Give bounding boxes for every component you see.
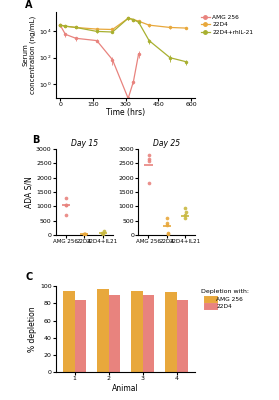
Point bbox=[82, 230, 86, 237]
Point bbox=[166, 231, 170, 237]
Point bbox=[64, 202, 69, 208]
Point bbox=[83, 231, 88, 238]
Text: A: A bbox=[25, 0, 33, 10]
Point bbox=[184, 209, 188, 215]
Point bbox=[100, 230, 105, 236]
Bar bbox=[109, 295, 120, 372]
Point bbox=[146, 152, 151, 158]
Point bbox=[82, 231, 86, 237]
Point bbox=[101, 231, 106, 237]
Point bbox=[64, 202, 68, 208]
Point bbox=[183, 212, 187, 219]
Point bbox=[183, 204, 187, 211]
Bar bbox=[63, 290, 74, 372]
Point bbox=[165, 219, 169, 226]
Bar bbox=[177, 300, 188, 372]
Bar bbox=[74, 300, 86, 372]
Point bbox=[166, 229, 170, 236]
Point bbox=[82, 231, 87, 237]
Bar bbox=[143, 295, 154, 372]
X-axis label: Time (hrs): Time (hrs) bbox=[106, 108, 145, 117]
Point bbox=[183, 214, 187, 221]
Bar bbox=[131, 290, 143, 372]
Bar bbox=[165, 292, 177, 372]
Legend: AMG 256, 22D4: AMG 256, 22D4 bbox=[201, 289, 249, 309]
Point bbox=[102, 228, 106, 235]
Point bbox=[164, 222, 169, 228]
Point bbox=[146, 180, 151, 187]
Point bbox=[64, 194, 68, 201]
Text: C: C bbox=[25, 272, 32, 282]
Legend: AMG 256, 22D4, 22D4+rhIL-21: AMG 256, 22D4, 22D4+rhIL-21 bbox=[201, 15, 253, 35]
Point bbox=[64, 212, 68, 218]
Y-axis label: Serum
concentration (ng/mL): Serum concentration (ng/mL) bbox=[23, 16, 36, 94]
Point bbox=[147, 156, 151, 162]
X-axis label: Animal: Animal bbox=[112, 384, 139, 393]
Title: Day 25: Day 25 bbox=[153, 139, 181, 148]
Point bbox=[146, 157, 151, 164]
Title: Day 15: Day 15 bbox=[71, 139, 98, 148]
Y-axis label: % depletion: % depletion bbox=[28, 306, 37, 352]
Text: B: B bbox=[32, 135, 39, 145]
Y-axis label: ADA S/N: ADA S/N bbox=[24, 176, 33, 208]
Point bbox=[164, 214, 169, 221]
Bar bbox=[97, 289, 109, 372]
